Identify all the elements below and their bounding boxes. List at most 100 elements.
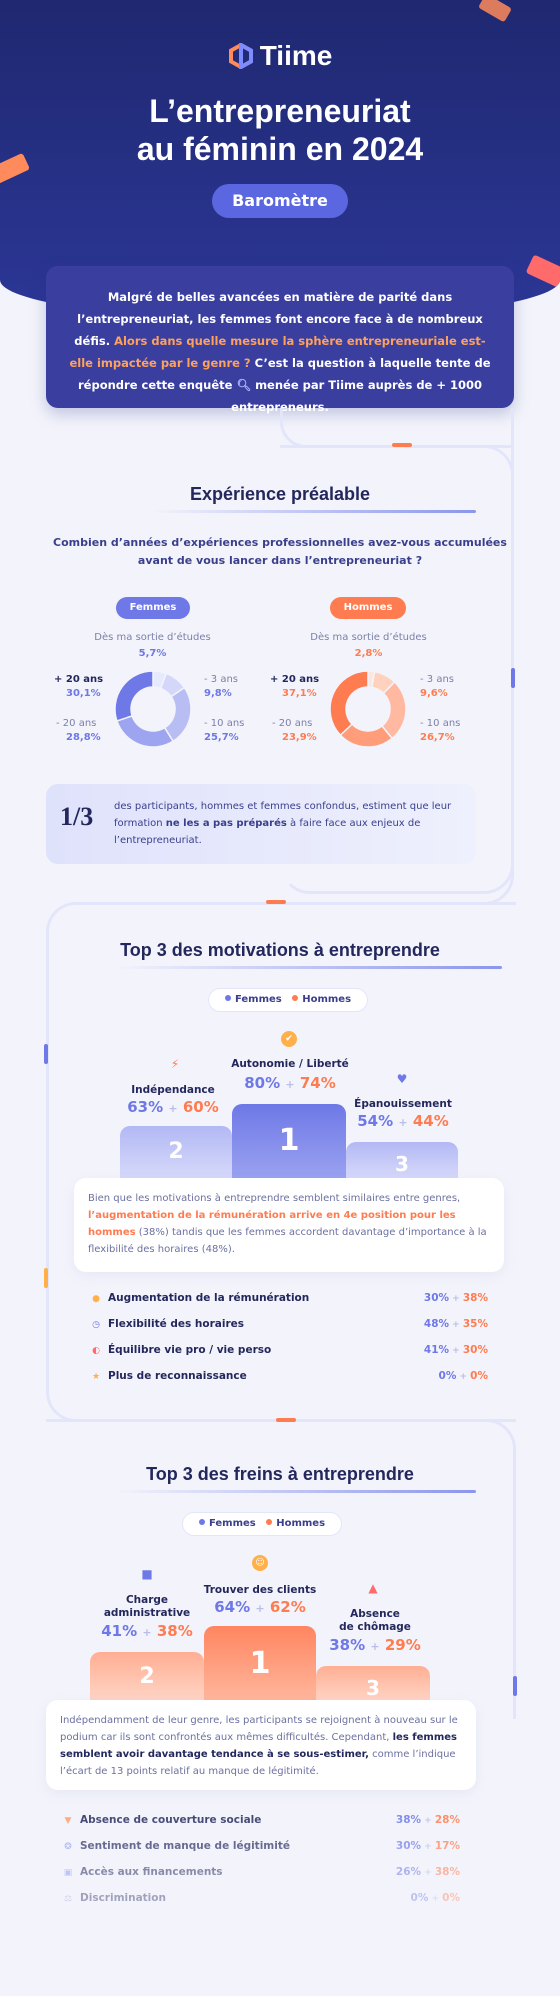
men-20plus-label: + 20 ans xyxy=(270,674,320,685)
value-women: 80% xyxy=(244,1074,281,1092)
women-minus3-value: 9,8% xyxy=(204,688,232,699)
women-minus10-value: 25,7% xyxy=(204,732,239,743)
women-legend-dot xyxy=(198,1519,205,1525)
legend-women: Femmes xyxy=(208,1518,256,1529)
podium-block-second: 2 xyxy=(120,1126,232,1178)
accent-dash xyxy=(392,443,412,447)
women-minus10-label: - 10 ans xyxy=(204,718,245,729)
women-20plus-value: 30,1% xyxy=(66,688,101,699)
podium-block-first: 1 xyxy=(232,1104,346,1178)
section-title-experience: Expérience préalable xyxy=(189,484,371,504)
men-donut-chart xyxy=(329,670,407,748)
value-men: 0% xyxy=(470,1370,488,1382)
coin-icon: ● xyxy=(92,1294,100,1304)
confetti-shape xyxy=(478,0,512,23)
plus-sign: + xyxy=(370,1640,380,1653)
confetti-shape xyxy=(525,254,560,290)
podium-second-label: Indépendance xyxy=(131,1084,215,1096)
label-line: Charge xyxy=(125,1594,169,1606)
brand-logo: Tiime xyxy=(0,40,560,72)
brakes-legend: Femmes Hommes xyxy=(182,1512,342,1536)
value-women: 0% xyxy=(438,1370,457,1382)
note-text: (38%) tandis que les femmes accordent da… xyxy=(88,1227,487,1255)
women-minus20-value: 28,8% xyxy=(66,732,101,743)
podium-third-label: Absence de chômage xyxy=(310,1608,440,1634)
accent-dash xyxy=(44,1044,48,1064)
podium-second-values: 63% + 60% xyxy=(108,1098,238,1116)
motivations-note: Bien que les motivations à entreprendre … xyxy=(74,1178,504,1272)
experience-question: Combien d’années d’expériences professio… xyxy=(53,536,507,567)
intro-highlight: Alors dans quelle mesure la sphère entre… xyxy=(69,334,486,370)
balance-icon: ◐ xyxy=(92,1346,100,1356)
value-women: 64% xyxy=(214,1598,251,1616)
podium-first-label: Autonomie / Liberté xyxy=(231,1058,349,1070)
section-title-brakes: Top 3 des freins à entreprendre xyxy=(146,1464,414,1484)
legend-men: Hommes xyxy=(276,1518,326,1529)
stat-text-part: à faire face aux enjeux de l’entrepreneu… xyxy=(114,818,421,846)
women-minus20-label: - 20 ans xyxy=(56,718,97,729)
men-minus20-label: - 20 ans xyxy=(272,718,313,729)
list-item: ● Augmentation de la rémunération xyxy=(90,1292,309,1310)
value-women: 41% xyxy=(101,1622,138,1640)
men-20plus-value: 37,1% xyxy=(282,688,317,699)
plus-sign: + xyxy=(456,1372,471,1382)
women-legend-dot xyxy=(224,995,231,1001)
intro-text: C’est la question à laquelle tente de ré… xyxy=(78,356,491,392)
value-women: 30% xyxy=(423,1292,450,1304)
men-minus20-value: 23,9% xyxy=(282,732,317,743)
men-minus10-label: - 10 ans xyxy=(420,718,461,729)
accent-dash xyxy=(511,668,515,688)
label-line: administrative xyxy=(103,1607,191,1619)
search-icon: 🔍︎ xyxy=(236,378,252,392)
stat-fraction: 1/3 xyxy=(60,802,94,831)
title-underline xyxy=(150,510,476,513)
star-icon: ★ xyxy=(91,1372,101,1382)
plus-sign: + xyxy=(168,1102,178,1115)
list-item-values: 41% + 30% xyxy=(424,1344,488,1356)
plus-sign: + xyxy=(142,1626,152,1639)
women-top-label: Dès ma sortie d’études xyxy=(94,632,211,643)
stat-callout: 1/3 des participants, hommes et femmes c… xyxy=(46,784,476,864)
intro-card: Malgré de belles avancées en matière de … xyxy=(46,266,514,414)
plus-sign: + xyxy=(398,1116,408,1129)
list-item-label: Flexibilité des horaires xyxy=(108,1318,245,1330)
podium-block-first: 1 xyxy=(204,1626,316,1702)
accent-dash xyxy=(276,1418,296,1422)
title-line-2: au féminin en 2024 xyxy=(136,131,424,167)
legend-men: Hommes xyxy=(302,994,352,1005)
plus-sign: + xyxy=(255,1602,265,1615)
folder-icon: ■ xyxy=(141,1567,153,1581)
list-item: ◐ Équilibre vie pro / vie perso xyxy=(90,1344,271,1362)
note-bold: les femmes semblent avoir davantage tend… xyxy=(60,1732,457,1760)
women-20plus-label: + 20 ans xyxy=(54,674,104,685)
motivations-legend: Femmes Hommes xyxy=(208,988,368,1012)
podium-block-third: 3 xyxy=(346,1142,458,1178)
value-men: 74% xyxy=(299,1074,336,1092)
value-men: 35% xyxy=(462,1318,488,1330)
podium-third-values: 38% + 29% xyxy=(310,1636,440,1654)
value-men: 38% xyxy=(156,1622,193,1640)
list-item: ★ Plus de reconnaissance xyxy=(90,1370,247,1388)
note-text: comme l’indique l’écart de 13 points rel… xyxy=(60,1749,456,1777)
men-minus3-value: 9,6% xyxy=(420,688,448,699)
podium-first-label: Trouver des clients xyxy=(203,1584,317,1596)
title-line-1: L’entrepreneuriat xyxy=(149,93,411,129)
donut-slice-minus20 xyxy=(115,714,175,748)
title-underline xyxy=(112,1490,476,1493)
value-women: 41% xyxy=(423,1344,450,1356)
value-men: 44% xyxy=(412,1112,449,1130)
stat-text: des participants, hommes et femmes confo… xyxy=(114,798,462,849)
podium-third-values: 54% + 44% xyxy=(338,1112,468,1130)
men-top-label: Dès ma sortie d’études xyxy=(310,632,427,643)
page-title: L’entrepreneuriat au féminin en 2024 xyxy=(0,92,560,168)
list-item-values: 48% + 35% xyxy=(424,1318,488,1330)
legend-women: Femmes xyxy=(234,994,282,1005)
lightning-icon: ⚡︎ xyxy=(170,1057,180,1071)
accent-dash xyxy=(266,900,286,904)
brakes-note: Indépendamment de leur genre, les partic… xyxy=(46,1700,476,1790)
intro-text: Malgré de belles avancées en matière de … xyxy=(74,290,483,348)
plus-sign: + xyxy=(285,1078,295,1091)
note-highlight: l’augmentation de la rémunération arrive… xyxy=(88,1210,456,1238)
list-item-label: Augmentation de la rémunération xyxy=(108,1292,310,1304)
value-women: 63% xyxy=(127,1098,164,1116)
